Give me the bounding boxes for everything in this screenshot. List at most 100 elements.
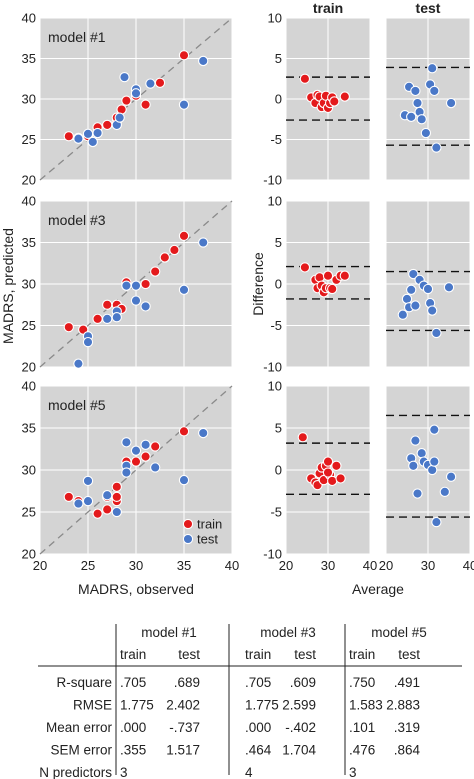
point-test [410, 435, 421, 446]
point-train [339, 91, 350, 102]
panel-m1: 20 25 30 35 40 model #1 [22, 11, 233, 188]
sub-header: train [120, 647, 146, 662]
y-tick-label: 30 [22, 463, 36, 478]
table-cell: 2.402 [166, 698, 200, 713]
point-test [445, 471, 457, 482]
point-train [159, 252, 170, 263]
group-header: model #1 [141, 625, 197, 640]
point-train [150, 266, 161, 277]
sub-header: train [245, 647, 271, 662]
table-cell: .705 [245, 675, 271, 690]
point-test [119, 71, 130, 83]
x-tick-label: 30 [321, 558, 335, 573]
point-test [92, 127, 103, 139]
point-train [322, 467, 334, 478]
point-train [130, 456, 142, 467]
y-axis-label: MADRS, predicted [0, 228, 16, 344]
point-train [140, 278, 151, 290]
point-test [427, 305, 438, 316]
point-train [102, 504, 113, 515]
x-tick-label: 30 [421, 558, 435, 573]
point-test [401, 293, 413, 305]
panel-d5-train: -10 -5 0 5 10 20 30 40 [263, 379, 377, 574]
sub-header: test [294, 647, 316, 662]
point-train [327, 475, 338, 487]
point-test [121, 280, 132, 291]
point-train [140, 99, 151, 110]
table-cell: .319 [394, 720, 420, 735]
point-train [121, 95, 132, 106]
point-test [416, 114, 427, 125]
point-train [169, 244, 180, 256]
point-train [63, 491, 74, 503]
sub-header: train [349, 647, 375, 662]
y-tick-label: 20 [22, 360, 36, 375]
table-cell: .355 [120, 743, 146, 758]
point-test [410, 85, 421, 97]
table-cell: .705 [120, 675, 146, 690]
point-test [73, 498, 84, 509]
y-tick-label: 35 [22, 235, 36, 250]
table-cell: .491 [394, 675, 420, 690]
table-cell: .864 [394, 743, 421, 758]
point-train [111, 481, 122, 492]
y-tick-label: -5 [270, 318, 282, 333]
point-train [327, 283, 338, 295]
point-test [178, 284, 190, 295]
table-cell: -.402 [285, 720, 316, 735]
panel-label: model #3 [48, 212, 106, 228]
point-test [427, 464, 438, 476]
point-test [178, 474, 190, 486]
point-test [429, 424, 440, 435]
point-train [314, 272, 325, 283]
sub-header: test [398, 647, 420, 662]
point-train [63, 131, 74, 142]
point-test [412, 488, 423, 499]
table-cell: 1.775 [245, 698, 279, 713]
point-test [102, 313, 113, 325]
point-train [150, 441, 161, 452]
point-train [331, 460, 342, 471]
point-train [322, 456, 334, 467]
y-tick-label: -5 [270, 505, 282, 520]
average-axis-label: Average [352, 581, 404, 597]
x-tick-label: 20 [379, 558, 393, 573]
x-tick-label: 30 [129, 558, 143, 573]
point-test [130, 280, 142, 291]
panel-m3: 20 25 30 35 40 model #3 [22, 194, 233, 375]
y-tick-label: -10 [263, 173, 282, 188]
point-test [443, 282, 455, 293]
point-test [406, 284, 417, 295]
point-test [87, 136, 98, 148]
point-train [102, 119, 113, 131]
table-cell: .750 [349, 675, 375, 690]
y-tick-label: 10 [268, 194, 282, 209]
row-label: SEM error [50, 743, 112, 758]
point-test [145, 78, 156, 89]
x-tick-label: 35 [177, 558, 191, 573]
point-train [154, 77, 166, 88]
table-cell: .000 [120, 720, 146, 735]
table-cell: .689 [174, 675, 200, 690]
point-train [329, 96, 340, 107]
point-train [92, 508, 103, 519]
point-test [130, 445, 142, 456]
panel-d3-test [385, 200, 471, 368]
table-cell: .101 [349, 720, 375, 735]
statistics-table: model #1 model #3 model #5 train test train te… [38, 624, 462, 779]
y-tick-label: 10 [268, 379, 282, 394]
point-train [178, 50, 190, 61]
point-test [431, 327, 442, 339]
point-train [178, 426, 190, 437]
row-label: N predictors [39, 765, 112, 779]
row-label: RMSE [73, 698, 112, 713]
y-tick-label: 30 [22, 92, 36, 107]
y-tick-label: 30 [22, 277, 36, 292]
point-test [397, 309, 408, 320]
sub-header: test [178, 647, 200, 662]
y-tick-label: 5 [275, 421, 282, 436]
x-tick-label: 20 [33, 558, 47, 573]
point-train [297, 432, 308, 443]
table-cell: 3 [349, 765, 357, 779]
